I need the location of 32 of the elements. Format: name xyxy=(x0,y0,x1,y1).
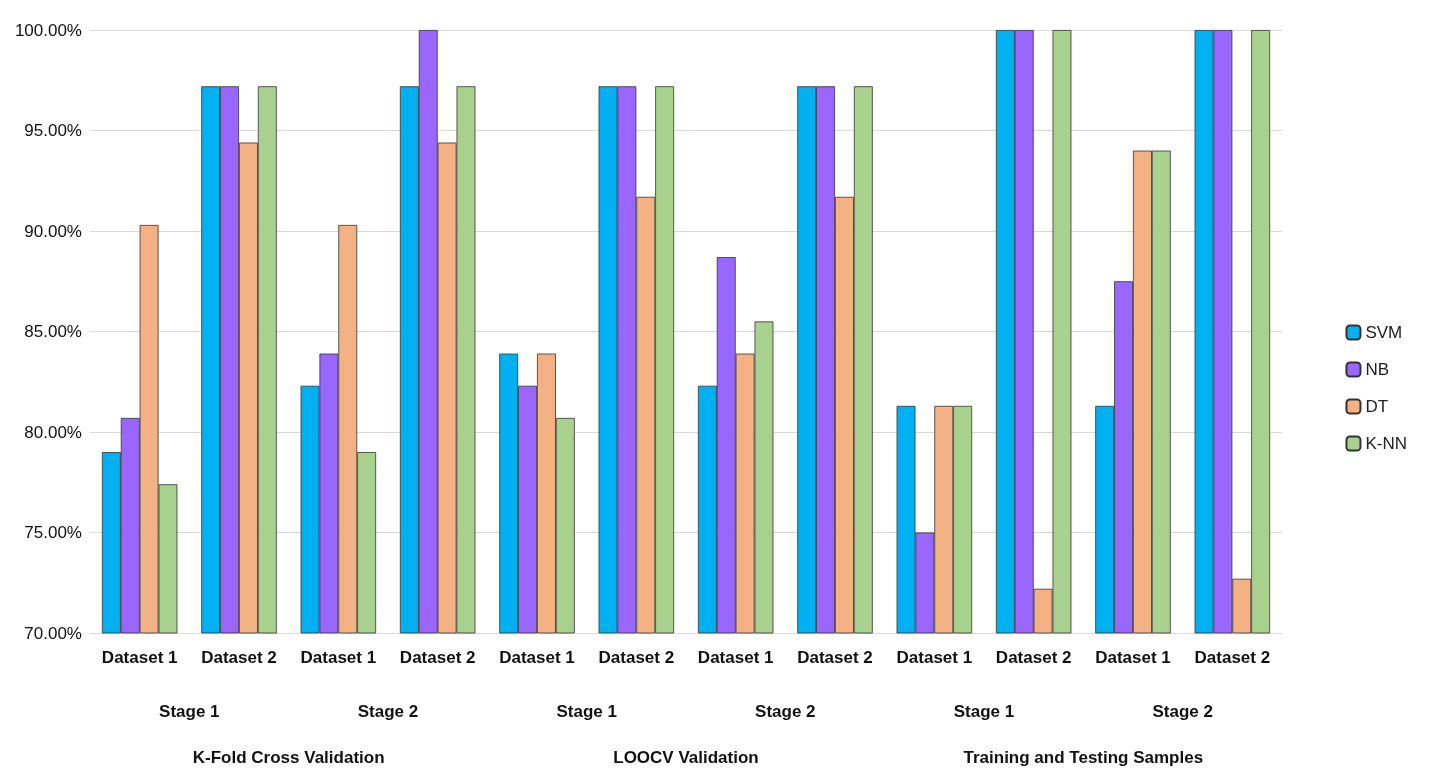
text: Stage 2 xyxy=(1152,701,1213,721)
y-tick-label: 70.00% xyxy=(24,623,82,643)
x-tick-label: Dataset 2 xyxy=(598,648,675,667)
y-tick-label: 80.00% xyxy=(24,422,82,442)
text: Stage 2 xyxy=(357,701,419,721)
y-tick-label: 85.00% xyxy=(24,322,82,341)
x-tick-label: Dataset 2 xyxy=(399,648,476,667)
x-tick-label: Dataset 1 xyxy=(101,648,178,667)
x-tick-label: Dataset 1 xyxy=(697,648,774,667)
x-tick-label: Dataset 1 xyxy=(499,648,575,667)
text: Stage 2 xyxy=(755,701,816,721)
y-tick-label: 75.00% xyxy=(24,523,82,542)
x-tick-label: Dataset 1 xyxy=(896,648,973,667)
legend-label: NB xyxy=(1365,360,1390,379)
y-tick-label: 95.00% xyxy=(24,121,82,140)
y-tick-label: 100.00% xyxy=(14,20,82,40)
text: K-Fold Cross Validation xyxy=(192,747,385,767)
legend-label: SVM xyxy=(1365,323,1403,342)
text: Stage 1 xyxy=(953,701,1015,721)
x-tick-label: Dataset 2 xyxy=(797,648,873,667)
x-tick-label: Dataset 2 xyxy=(201,648,277,667)
y-tick-label: 90.00% xyxy=(24,221,82,241)
x-tick-label: Dataset 1 xyxy=(1095,648,1171,667)
text: Stage 1 xyxy=(159,701,220,721)
text: Stage 1 xyxy=(556,701,617,721)
text: LOOCV Validation xyxy=(613,747,759,767)
x-tick-label: Dataset 1 xyxy=(300,648,377,667)
legend-label: K-NN xyxy=(1365,434,1408,453)
x-tick-label: Dataset 2 xyxy=(995,648,1072,667)
x-tick-label: Dataset 2 xyxy=(1194,648,1271,667)
text: Training and Testing Samples xyxy=(963,747,1204,767)
legend-label: DT xyxy=(1365,397,1389,416)
